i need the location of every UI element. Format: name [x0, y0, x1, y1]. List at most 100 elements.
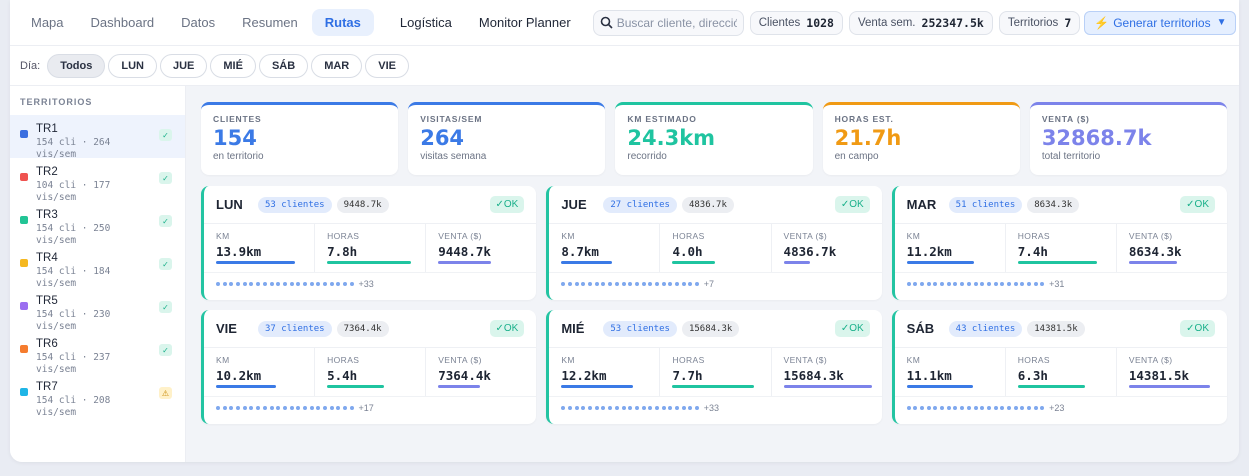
client-dot [249, 282, 254, 286]
client-dot [229, 406, 234, 410]
km-bar [561, 261, 613, 264]
km-label: KM [561, 355, 575, 365]
day-metrics: KM 11.1km HORAS 6.3h VENTA ($) 14381.5k [894, 348, 1227, 397]
client-dot [296, 406, 301, 410]
day-card-header: JUE 27 clientes 4836.7k ✓OK [549, 186, 882, 224]
venta-value: 7364.4k [438, 368, 491, 383]
kpi-label: HORAS EST. [834, 114, 894, 124]
tab-logistica[interactable]: Logística [399, 15, 452, 30]
day-card-mar[interactable]: MAR 51 clientes 8634.3k ✓OK KM 11.2km HORAS 7.4… [891, 186, 1227, 300]
day-card-sáb[interactable]: SÁB 43 clientes 14381.5k ✓OK KM 11.1km HORAS 6.… [891, 310, 1227, 424]
client-dot [906, 282, 911, 286]
day-chip-lun[interactable]: LUN [108, 53, 157, 78]
day-chip-mie[interactable]: MIÉ [210, 53, 256, 78]
km-label: KM [906, 355, 921, 365]
client-dot [282, 406, 287, 410]
territory-name: TR3 [36, 209, 58, 221]
day-metrics: KM 10.2km HORAS 5.4h VENTA ($) 7364.4k [204, 348, 537, 397]
client-dot [953, 406, 958, 410]
search-input[interactable] [616, 15, 737, 30]
day-chip-vie[interactable]: VIE [365, 53, 409, 78]
horas-label: HORAS [327, 231, 360, 241]
sidebar-item-tr1[interactable]: TR1 154 cli · 264 vis/sem ✓ [10, 115, 185, 160]
day-chip-sab[interactable]: SÁB [258, 53, 309, 78]
client-dot [323, 406, 327, 410]
tab-monitor-planner[interactable]: Monitor Planner [478, 15, 571, 30]
tab-dashboard[interactable]: Dashboard [90, 15, 155, 30]
client-dot [276, 282, 281, 286]
sidebar-item-tr5[interactable]: TR5 154 cli · 230 vis/sem ✓ [10, 287, 185, 332]
client-count-badge: 51 clientes [948, 196, 1023, 213]
tab-mapa[interactable]: Mapa [31, 15, 64, 30]
territory-name: TR7 [36, 381, 58, 393]
amount-badge: 7364.4k [336, 320, 389, 337]
more-clients-count: +17 [358, 403, 374, 413]
territory-stats: 154 cli · 264 vis/sem [36, 137, 111, 160]
horas-bar [327, 385, 385, 388]
km-bar [216, 261, 296, 264]
client-dot [648, 406, 653, 410]
kpi-value: 32868.7k [1041, 126, 1152, 150]
venta-bar [1128, 385, 1210, 388]
day-metrics: KM 8.7km HORAS 4.0h VENTA ($) 4836.7k [549, 224, 882, 273]
client-dot [628, 406, 633, 410]
sidebar-item-tr4[interactable]: TR4 154 cli · 184 vis/sem ✓ [10, 244, 185, 289]
sidebar-item-tr2[interactable]: TR2 104 cli · 177 vis/sem ✓ [10, 158, 185, 203]
sidebar-item-tr3[interactable]: TR3 154 cli · 250 vis/sem ✓ [10, 201, 185, 246]
day-card-mié[interactable]: MIÉ 53 clientes 15684.3k ✓OK KM 12.2km HORAS 7.… [546, 310, 882, 424]
tab-resumen[interactable]: Resumen [242, 15, 298, 30]
client-dot [229, 282, 234, 286]
kpi-label: CLIENTES [213, 114, 262, 124]
day-card-vie[interactable]: VIE 37 clientes 7364.4k ✓OK KM 10.2km HORAS 5.4… [201, 310, 537, 424]
territory-stats: 154 cli · 208 vis/sem [36, 395, 111, 418]
client-dot [1000, 406, 1005, 410]
day-card-lun[interactable]: LUN 53 clientes 9448.7k ✓OK KM 13.9km HORAS 7.8… [201, 186, 537, 300]
amount-badge: 15684.3k [681, 320, 740, 337]
venta-metric: VENTA ($) 9448.7k [426, 224, 536, 272]
day-chip-jue[interactable]: JUE [159, 53, 208, 78]
day-card-jue[interactable]: JUE 27 clientes 4836.7k ✓OK KM 8.7km HORAS 4.0h… [546, 186, 882, 300]
client-dot [296, 282, 301, 286]
client-dot [588, 406, 593, 410]
client-count-badge: 43 clientes [948, 320, 1023, 337]
kpi-value: 264 [420, 126, 465, 150]
client-dots-row: +33 [204, 273, 536, 289]
client-dot [282, 282, 287, 286]
day-chip-mar[interactable]: MAR [311, 53, 363, 78]
km-metric: KM 8.7km [549, 224, 661, 272]
tab-rutas[interactable]: Rutas [311, 9, 374, 36]
territorios-stat-label: Territorios [1007, 16, 1059, 29]
client-dot [688, 406, 693, 410]
client-dot [933, 282, 938, 286]
km-value: 13.9km [216, 244, 262, 259]
client-dot [336, 282, 341, 286]
ok-status-badge: ✓OK [489, 196, 525, 213]
km-value: 8.7km [561, 244, 599, 259]
sidebar-item-tr7[interactable]: TR7 154 cli · 208 vis/sem ⚠ [10, 373, 185, 418]
client-dot [675, 282, 680, 286]
client-dot [614, 282, 619, 286]
generate-territories-button[interactable]: ⚡ Generar territorios ▼ [1084, 10, 1237, 35]
check-icon: ✓ [159, 172, 172, 184]
search-box[interactable] [592, 9, 744, 36]
amount-badge: 4836.7k [681, 196, 734, 213]
horas-label: HORAS [1017, 355, 1050, 365]
client-dot [276, 406, 281, 410]
tab-datos[interactable]: Datos [181, 15, 216, 30]
day-name: SÁB [906, 321, 935, 336]
territory-stats: 104 cli · 177 vis/sem [36, 180, 111, 203]
territory-color-dot [20, 345, 28, 353]
client-dot [661, 282, 666, 286]
territory-name: TR6 [36, 338, 58, 350]
warning-icon: ⚠ [159, 387, 172, 399]
day-chip-todos[interactable]: Todos [47, 53, 106, 78]
day-card-header: MIÉ 53 clientes 15684.3k ✓OK [549, 310, 882, 348]
client-dots-row: +7 [549, 273, 881, 289]
client-dot [634, 282, 639, 286]
ok-status-badge: ✓OK [1180, 196, 1215, 213]
sidebar-item-tr6[interactable]: TR6 154 cli · 237 vis/sem ✓ [10, 330, 185, 375]
client-dot [641, 406, 646, 410]
client-dot [993, 406, 998, 410]
territory-color-dot [20, 302, 28, 310]
client-dot [601, 406, 606, 410]
